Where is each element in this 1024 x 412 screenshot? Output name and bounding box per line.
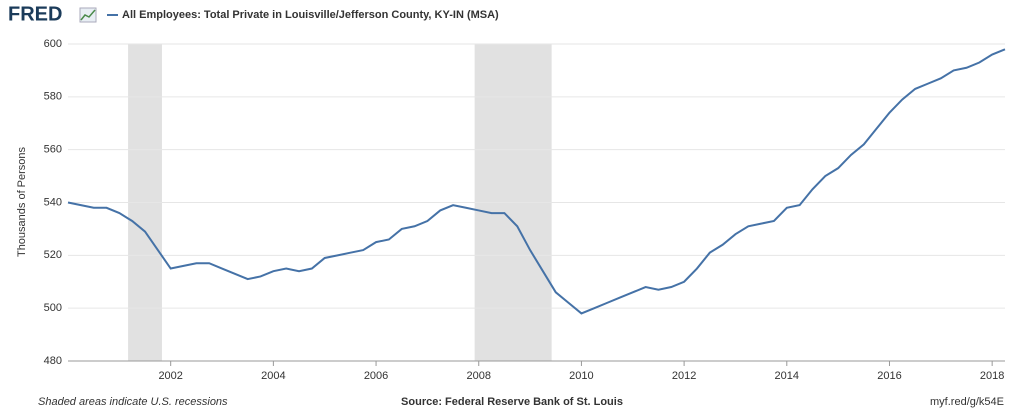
x-tick-label: 2010 (569, 370, 593, 382)
x-tick-label: 2014 (775, 370, 799, 382)
y-tick-label: 600 (44, 38, 62, 50)
logo-line (80, 9, 96, 21)
x-tick-label: 2002 (158, 370, 182, 382)
source: Source: Federal Reserve Bank of St. Loui… (401, 396, 623, 408)
short-url: myf.red/g/k54E (930, 396, 1004, 408)
y-tick-label: 580 (44, 91, 62, 103)
y-tick-label: 500 (44, 302, 62, 314)
y-tick-label: 560 (44, 144, 62, 156)
brand: FRED (8, 3, 62, 25)
data-line (67, 48, 1006, 315)
y-axis-label: Thousands of Persons (16, 146, 28, 257)
y-tick-label: 520 (44, 249, 62, 261)
x-tick-label: 2018 (980, 370, 1004, 382)
x-tick-label: 2016 (877, 370, 901, 382)
logo-icon (79, 7, 97, 23)
legend-label: All Employees: Total Private in Louisvil… (122, 9, 499, 21)
x-tick-label: 2012 (672, 370, 696, 382)
x-tick-label: 2006 (364, 370, 388, 382)
note: Shaded areas indicate U.S. recessions (38, 396, 228, 408)
y-tick-label: 540 (44, 196, 62, 208)
x-tick-label: 2004 (261, 370, 285, 382)
x-tick-label: 2008 (466, 370, 490, 382)
y-tick-label: 480 (44, 355, 62, 367)
